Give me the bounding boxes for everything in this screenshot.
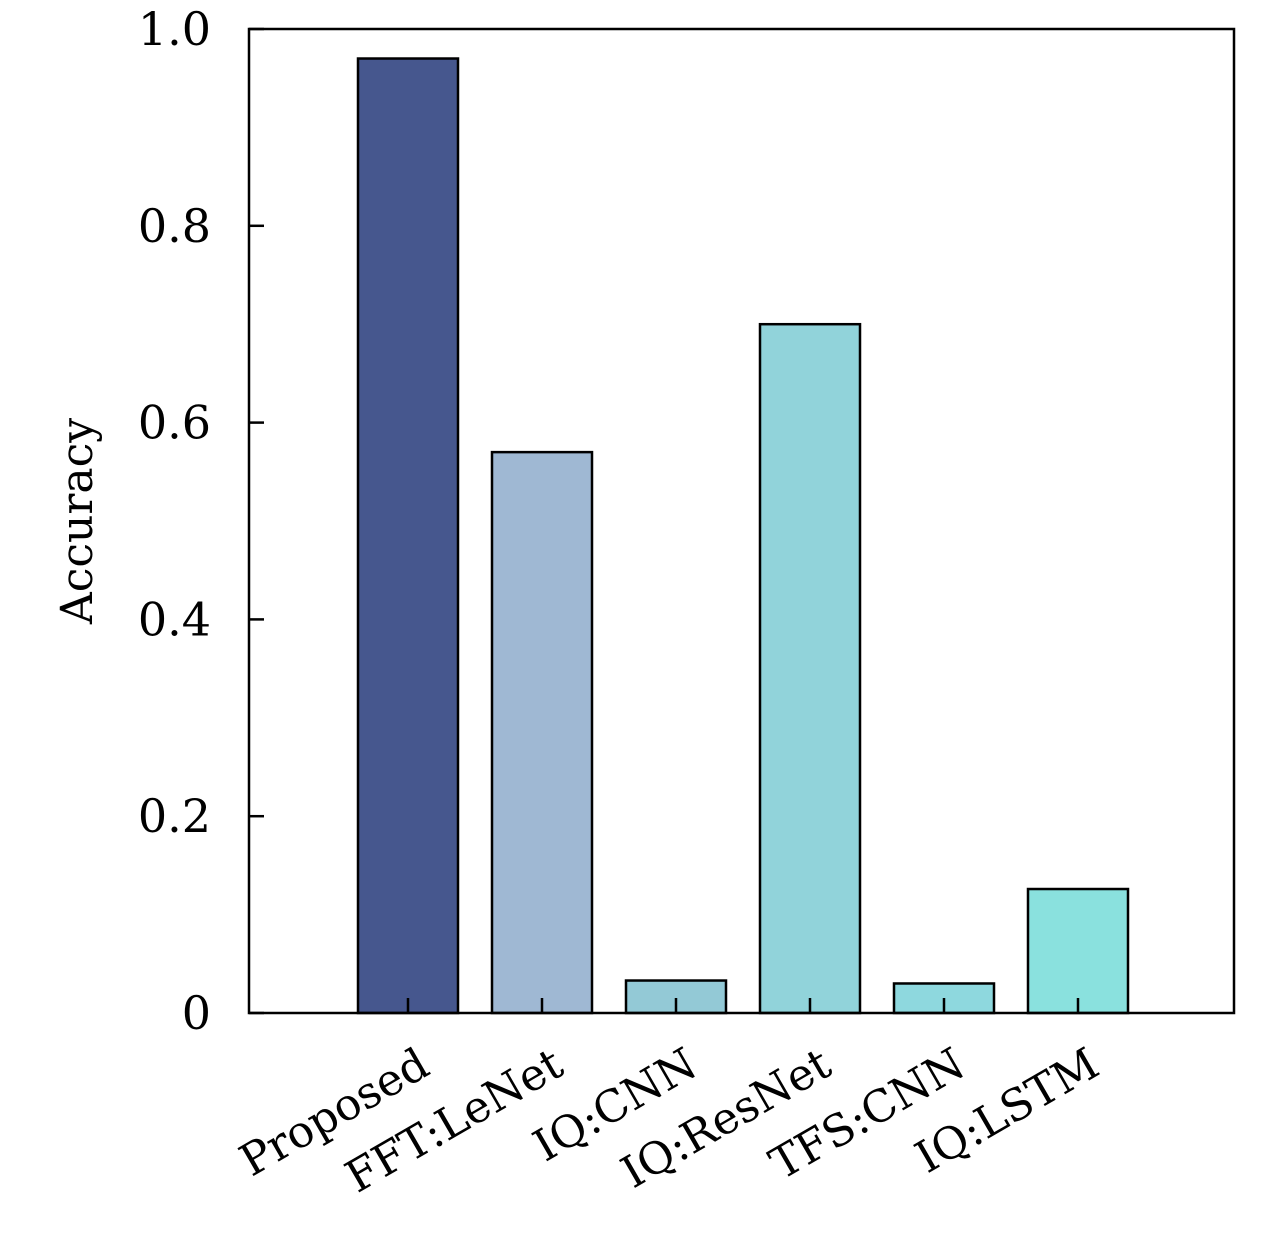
bar-fft-lenet bbox=[490, 450, 594, 1015]
y-tick-label: 0 bbox=[182, 986, 211, 1040]
bar-iq-lstm bbox=[1026, 887, 1130, 1015]
y-tick-label: 0.2 bbox=[138, 789, 211, 843]
y-axis-ticks: 0 0.2 0.4 0.6 0.8 1.0 bbox=[138, 2, 264, 1040]
x-axis-ticks: ProposedFFT:LeNetIQ:CNNIQ:ResNetTFS:CNNI… bbox=[231, 998, 1108, 1203]
y-tick-label: 0.8 bbox=[138, 199, 211, 253]
bar-proposed bbox=[356, 57, 460, 1015]
bars bbox=[356, 57, 1130, 1015]
plot-frame bbox=[247, 27, 1236, 1015]
y-tick-label: 0.4 bbox=[138, 592, 211, 646]
y-axis-label: Accuracy bbox=[52, 418, 103, 625]
y-tick-label: 1.0 bbox=[138, 2, 211, 56]
y-tick-label: 0.6 bbox=[138, 396, 211, 450]
bar-iq-resnet bbox=[758, 322, 862, 1015]
